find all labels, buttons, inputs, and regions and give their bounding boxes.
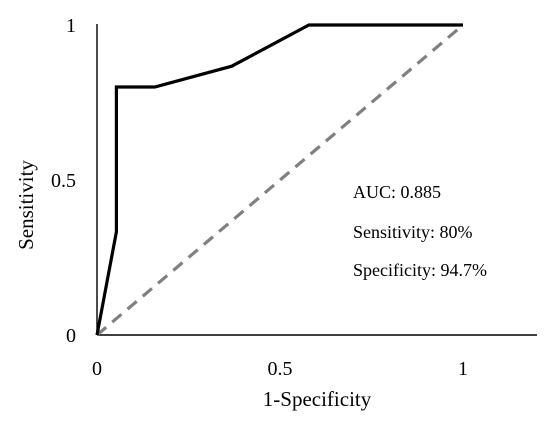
y-tick-1: 1: [66, 15, 76, 37]
reference-diagonal-line: [95, 23, 465, 337]
x-tick-0.5: 0.5: [268, 358, 293, 380]
sensitivity-annotation: Sensitivity: 80%: [353, 222, 473, 242]
x-axis-title: 1-Specificity: [263, 387, 372, 411]
series-layer: [95, 23, 465, 337]
y-tick-0.5: 0.5: [51, 170, 76, 192]
auc-annotation: AUC: 0.885: [353, 182, 441, 202]
x-tick-0: 0: [92, 358, 102, 380]
x-tick-1: 1: [458, 358, 468, 380]
y-tick-0: 0: [66, 325, 76, 347]
roc-curve-line: [95, 23, 463, 336]
y-axis-title: Sensitivity: [14, 160, 38, 250]
specificity-annotation: Specificity: 94.7%: [353, 260, 487, 280]
